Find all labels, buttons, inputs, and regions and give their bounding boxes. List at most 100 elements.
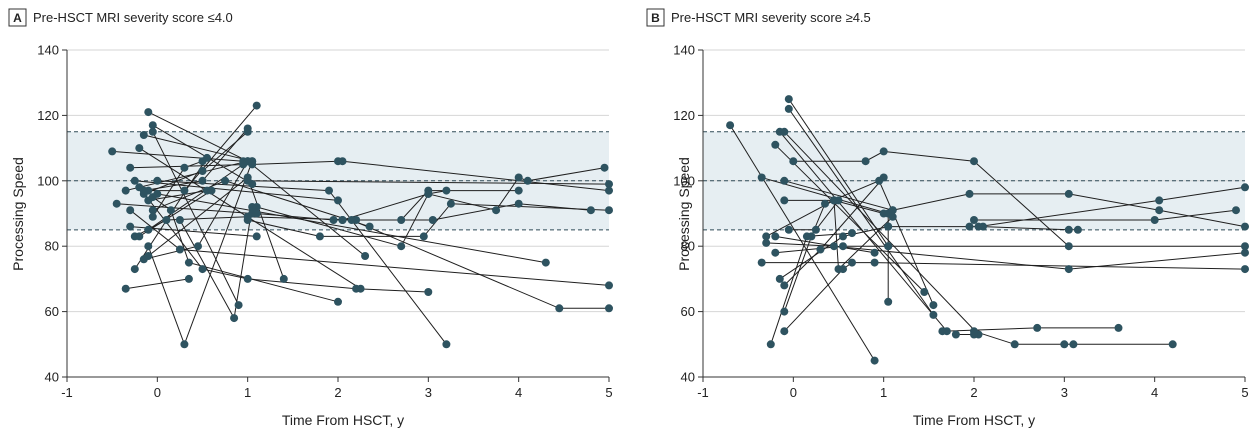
- panel-a-y-tick-label: 140: [37, 43, 59, 58]
- panel-a-data-point: [252, 232, 261, 241]
- panel-a-data-point: [126, 206, 135, 215]
- panel-a-data-point: [541, 258, 550, 267]
- panel-a-data-point: [514, 173, 523, 182]
- panel-b-data-point: [1241, 222, 1249, 231]
- panel-a-data-point: [184, 258, 193, 267]
- panel-b-series-line-19: [766, 242, 1246, 270]
- panel-a-data-point: [605, 180, 613, 189]
- panel-b-data-point: [884, 222, 893, 231]
- panel-b-data-point: [879, 209, 888, 218]
- panel-a-data-point: [198, 167, 207, 175]
- panel-a-data-point: [442, 186, 451, 195]
- panel-a-data-point: [148, 127, 157, 136]
- panel-a-series-line-23: [143, 160, 366, 260]
- panel-a-data-point: [144, 108, 153, 117]
- panel-b-data-point: [870, 258, 879, 267]
- panel-a-data-point: [605, 281, 613, 290]
- panel-a-y-tick-label: 80: [45, 239, 59, 254]
- panel-a-series-line-4: [143, 134, 253, 162]
- panel-b-data-point: [1073, 225, 1082, 234]
- panel-a-data-point: [252, 101, 261, 110]
- panel-b-data-point: [870, 356, 879, 365]
- panel-a-y-tick-label: 120: [37, 108, 59, 123]
- panel-a-y-tick-label: 40: [45, 370, 59, 385]
- panel-a-data-point: [243, 274, 252, 283]
- panel-a-data-point: [207, 186, 216, 195]
- panel-b-data-point: [1064, 189, 1073, 198]
- panel-b-data-point: [1150, 216, 1159, 224]
- panel-a-data-point: [605, 304, 613, 313]
- panel-a-series-line-38: [351, 219, 609, 309]
- panel-a-series-line-2: [148, 111, 248, 162]
- panel-a-data-point: [365, 222, 374, 231]
- panel-a-data-point: [397, 216, 406, 224]
- panel-b-data-point: [888, 206, 897, 215]
- panel-b-data-point: [870, 248, 879, 257]
- panel-b-y-tick-label: 100: [673, 173, 695, 188]
- panel-b-data-point: [784, 95, 793, 104]
- panel-b-data-point: [771, 248, 780, 257]
- panel-b-y-tick-label: 80: [681, 239, 695, 254]
- panel-b-letter-box: [646, 8, 665, 27]
- panel-b-y-axis-label: Processing Speed: [676, 157, 692, 271]
- panel-a-data-point: [243, 124, 252, 133]
- panel-b-data-point: [757, 173, 766, 182]
- panel-b-data-point: [780, 127, 789, 136]
- panel-a-data-point: [148, 212, 157, 221]
- panel-b-data-point: [766, 340, 775, 349]
- panel-a-letter-box: [8, 8, 27, 27]
- panel-a-data-point: [315, 232, 324, 241]
- panel-a-data-point: [252, 209, 261, 218]
- panel-a-data-point: [130, 176, 139, 185]
- panel-a-data-point: [329, 216, 338, 224]
- panel-b-data-point: [1241, 242, 1249, 251]
- panel-b-data-point: [1241, 248, 1249, 257]
- panel-a-y-axis-label: Processing Speed: [10, 157, 26, 271]
- panel-b-x-tick-label: 1: [880, 385, 887, 400]
- panel-a-data-point: [153, 176, 162, 185]
- panel-a-data-point: [144, 225, 153, 234]
- panel-b-data-point: [970, 330, 978, 339]
- panel-a-data-point: [446, 199, 455, 208]
- panel-b-data-point: [1155, 206, 1164, 215]
- panel-b-data-point: [1232, 206, 1240, 215]
- panel-a-data-point: [514, 199, 523, 208]
- panel-b-data-point: [839, 242, 847, 251]
- panel-a-x-tick-label: 1: [244, 385, 251, 400]
- panel-b-data-point: [888, 212, 897, 221]
- panel-a-data-point: [112, 199, 121, 208]
- panel-a-data-point: [338, 216, 347, 224]
- panel-b-data-point: [848, 258, 856, 267]
- panel-a-x-tick-label: 4: [515, 385, 522, 400]
- panel-a-data-point: [166, 206, 175, 215]
- panel-b-data-point: [775, 274, 784, 283]
- panel-a-x-tick-label: 5: [605, 385, 612, 400]
- panel-a-data-point: [334, 196, 342, 205]
- panel-b-data-point: [965, 189, 974, 198]
- panel-a-data-point: [352, 284, 361, 293]
- panel-b-letter: B: [651, 11, 660, 25]
- panel-a-data-point: [121, 284, 130, 293]
- panel-a-data-point: [126, 222, 135, 231]
- panel-b-data-point: [780, 281, 789, 290]
- panel-a-data-point: [252, 203, 261, 211]
- panel-b-data-point: [821, 199, 829, 208]
- panel-a-data-point: [198, 157, 207, 166]
- panel-b-data-point: [951, 330, 960, 339]
- panel-b-y-tick-label: 60: [681, 304, 695, 319]
- panel-a-data-point: [153, 189, 162, 198]
- panel-b-data-point: [771, 232, 780, 241]
- panel-a-data-point: [397, 242, 406, 251]
- panel-a-data-point: [243, 176, 252, 185]
- panel-b-data-point: [839, 265, 847, 274]
- panel-b-data-point: [970, 157, 978, 166]
- panel-a-letter: A: [13, 11, 22, 25]
- panel-a-x-tick-label: 2: [334, 385, 341, 400]
- panel-b-data-point: [1069, 340, 1078, 349]
- panel-a-data-point: [180, 340, 189, 349]
- panel-a-data-point: [492, 206, 501, 215]
- panel-b-data-point: [848, 229, 856, 238]
- panel-a-data-point: [334, 297, 342, 306]
- panel-b-data-point: [929, 301, 938, 310]
